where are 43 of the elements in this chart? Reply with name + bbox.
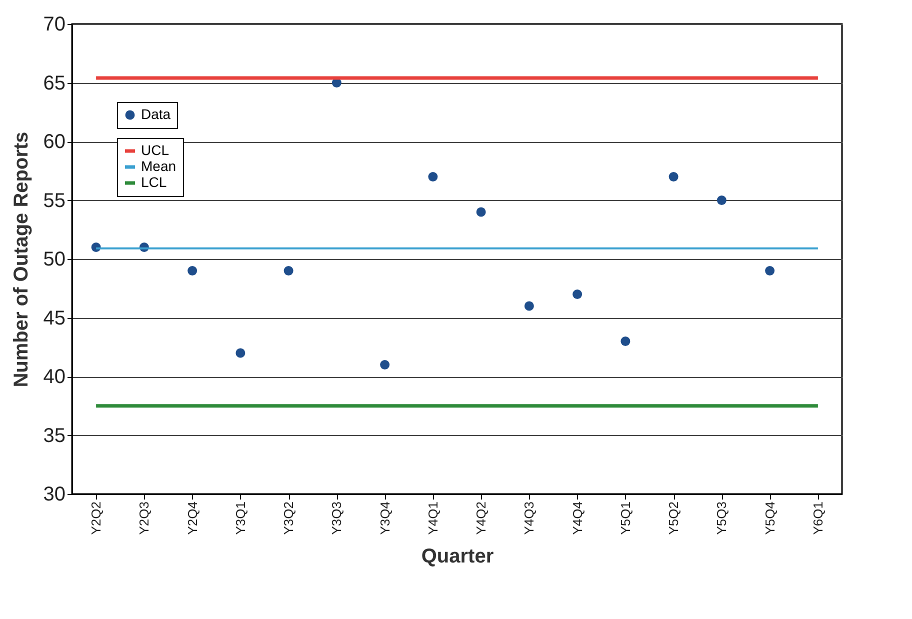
legend-label: Mean bbox=[141, 158, 176, 174]
y-tick-label: 35 bbox=[43, 424, 66, 447]
x-tick-label: Y4Q3 bbox=[522, 502, 537, 535]
legend-label: Data bbox=[141, 106, 171, 122]
point bbox=[284, 266, 294, 276]
point bbox=[380, 360, 390, 370]
y-tick-label: 70 bbox=[43, 14, 66, 36]
x-tick-label: Y3Q3 bbox=[329, 502, 344, 535]
point bbox=[524, 301, 534, 311]
y-tick-label: 60 bbox=[43, 131, 66, 153]
x-tick-label: Y2Q2 bbox=[88, 502, 104, 535]
x-tick-label: Y5Q4 bbox=[762, 502, 778, 535]
y-tick-label: 55 bbox=[43, 190, 66, 212]
x-tick-label: Y4Q4 bbox=[570, 502, 585, 535]
x-tick-label: Y3Q2 bbox=[281, 502, 296, 535]
legend-label: LCL bbox=[141, 174, 167, 190]
y-tick-label: 45 bbox=[43, 307, 66, 330]
x-tick-label: Y2Q3 bbox=[136, 502, 152, 535]
y-tick-label: 65 bbox=[43, 72, 66, 94]
y-axis-title: Number of Outage Reports bbox=[10, 132, 32, 388]
x-tick-label: Y5Q3 bbox=[714, 502, 730, 535]
x-tick-label: Y4Q1 bbox=[425, 502, 440, 535]
point bbox=[476, 207, 486, 217]
point bbox=[428, 172, 438, 182]
x-tick-label: Y5Q1 bbox=[618, 502, 633, 535]
point bbox=[765, 266, 775, 276]
x-tick-label: Y6Q1 bbox=[810, 502, 826, 535]
point bbox=[572, 290, 582, 299]
point bbox=[188, 266, 198, 276]
x-tick-label: Y2Q4 bbox=[184, 502, 200, 535]
x-axis-title: Quarter bbox=[421, 546, 494, 568]
y-tick-label: 40 bbox=[43, 366, 66, 388]
y-tick-label: 30 bbox=[43, 484, 66, 506]
y-tick-label: 50 bbox=[43, 248, 66, 270]
x-tick-label: Y5Q2 bbox=[666, 502, 682, 535]
x-tick-label: Y3Q4 bbox=[377, 502, 392, 535]
point bbox=[668, 172, 678, 182]
point bbox=[620, 336, 630, 346]
point bbox=[716, 196, 726, 205]
legend-label: UCL bbox=[141, 142, 170, 158]
x-tick-label: Y4Q2 bbox=[474, 502, 489, 535]
point bbox=[236, 348, 246, 358]
x-tick-label: Y3Q1 bbox=[232, 502, 248, 535]
